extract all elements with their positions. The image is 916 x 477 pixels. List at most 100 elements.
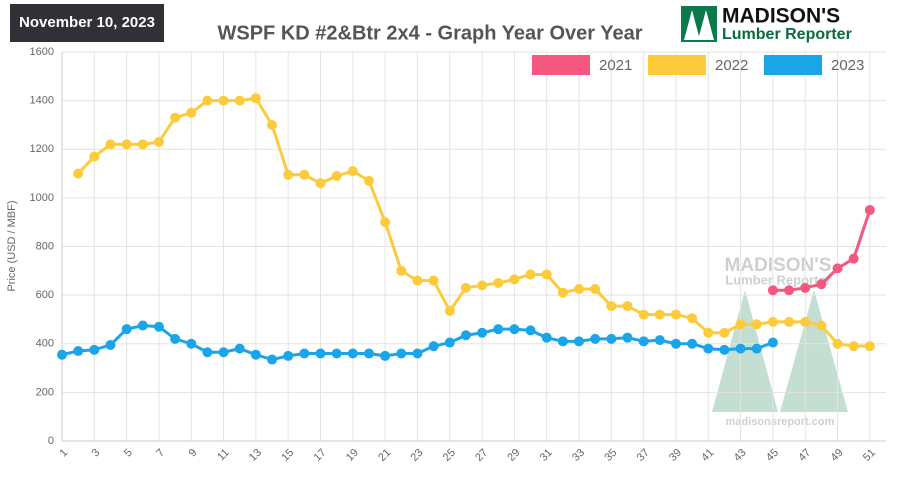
data-point [428,275,439,286]
x-tick-label: 45 [764,447,781,464]
data-point [864,341,875,352]
x-tick-label: 25 [441,447,458,464]
data-point [654,309,665,320]
x-tick-label: 51 [861,447,878,464]
y-tick-label: 800 [36,240,54,252]
date: November 10, 2023 [19,14,155,31]
x-tick-label: 49 [829,447,846,464]
data-point [380,350,391,361]
data-point [525,269,536,280]
data-point [460,282,471,293]
data-point [784,285,795,296]
x-tick-label: 17 [312,447,329,464]
data-point [153,136,164,147]
x-tick-label: 29 [505,447,522,464]
x-tick-label: 21 [376,447,393,464]
logo: MADISON'S Lumber Reporter [681,5,852,43]
legend-swatch [532,55,590,75]
watermark-url: madisonsreport.com [726,416,835,428]
data-point [541,269,552,280]
x-tick-label: 3 [90,447,103,460]
data-point [73,168,84,179]
watermark-shape [712,290,778,412]
data-point [654,335,665,346]
data-point [412,348,423,359]
x-tick-label: 15 [279,447,296,464]
data-point [832,263,843,274]
data-point [525,325,536,336]
data-point [283,169,294,180]
legend-label: 2021 [599,57,632,74]
data-point [735,319,746,330]
data-point [638,336,649,347]
data-point [170,112,181,123]
data-point [687,338,698,349]
data-point [670,309,681,320]
data-point [218,95,229,106]
data-point [622,332,633,343]
data-point [57,349,67,360]
data-point [800,316,811,327]
data-point [477,327,488,338]
data-point [687,313,698,324]
x-tick-label: 35 [602,447,619,464]
data-point [380,217,391,228]
data-point [73,346,84,357]
data-point [622,301,633,312]
data-point [574,336,585,347]
legend-label: 2023 [831,57,864,74]
data-point [396,348,407,359]
data-point [864,205,875,216]
data-point [89,151,100,162]
data-point [170,333,181,344]
data-point [105,339,116,350]
data-point [638,309,649,320]
data-point [186,338,197,349]
data-point [606,301,617,312]
data-point [331,348,342,359]
data-point [670,338,681,349]
x-tick-label: 1 [57,447,70,460]
x-tick-label: 11 [215,447,232,464]
data-point [267,119,278,130]
logo-icon [684,10,700,40]
data-point [460,330,471,341]
data-point [283,350,294,361]
data-point [816,320,827,331]
data-point [509,324,520,335]
data-point [299,348,310,359]
data-point [703,327,714,338]
data-point [800,282,811,293]
data-point [412,275,423,286]
x-tick-label: 43 [732,447,749,464]
data-point [250,349,261,360]
logo-name: MADISON'S [722,5,840,28]
data-point [396,265,407,276]
data-point [509,274,520,285]
y-tick-label: 600 [36,289,54,301]
data-point [153,321,164,332]
data-point [848,341,859,352]
data-point [250,93,261,104]
x-tick-label: 23 [408,447,425,464]
data-point [477,280,488,291]
data-point [719,327,730,338]
data-point [299,169,310,180]
data-point [428,341,439,352]
data-point [557,336,568,347]
data-point [703,343,714,354]
data-point [767,285,778,296]
data-point [218,347,229,358]
y-tick-label: 1000 [30,192,54,204]
legend-swatch [648,55,706,75]
data-point [234,343,245,354]
x-tick-label: 9 [187,447,200,460]
data-point [719,344,730,355]
data-point [751,343,762,354]
y-tick-label: 1200 [30,143,54,155]
data-point [767,316,778,327]
data-point [202,95,213,106]
data-point [202,347,213,358]
x-tick-label: 7 [154,447,167,460]
